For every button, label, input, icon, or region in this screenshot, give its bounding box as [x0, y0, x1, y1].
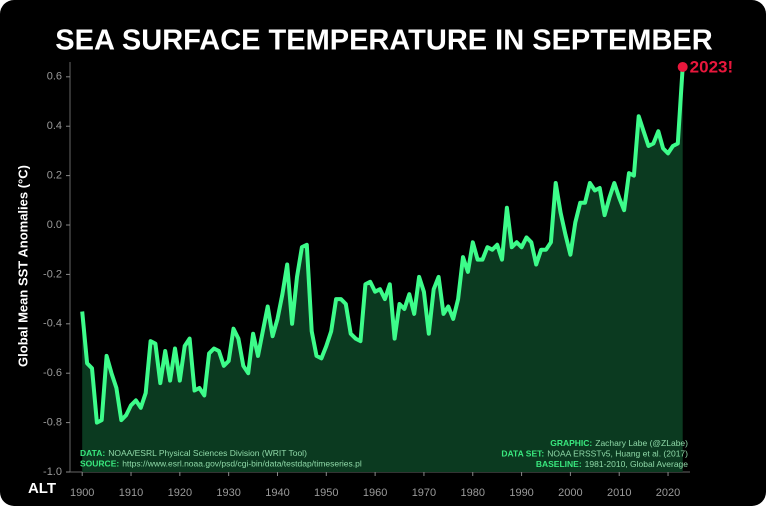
x-tick-label: 2020: [656, 487, 680, 499]
x-tick-label: 1960: [363, 487, 387, 499]
y-tick-label: -0.4: [43, 318, 62, 330]
x-tick-label: 1940: [265, 487, 289, 499]
y-tick-label: 0.4: [47, 120, 62, 132]
y-axis-label: Global Mean SST Anomalies (°C): [15, 165, 30, 367]
note: DATA: NOAA/ESRL Physical Sciences Divisio…: [80, 448, 307, 458]
note-text: 1981-2010, Global Average: [585, 459, 689, 469]
note-key: DATA SET:: [501, 449, 544, 459]
y-tick-label: -0.2: [43, 268, 62, 280]
note-text: NOAA/ESRL Physical Sciences Division (WR…: [108, 448, 307, 458]
note-key: DATA:: [80, 448, 105, 458]
note-key: GRAPHIC:: [550, 438, 592, 448]
note: BASELINE: 1981-2010, Global Average: [536, 459, 688, 469]
line: [80, 66, 685, 425]
x-tick-label: 2010: [607, 487, 631, 499]
note-key: SOURCE:: [80, 459, 119, 469]
y-tick-label: -0.8: [43, 417, 62, 429]
y-tick-label: -1.0: [43, 466, 62, 478]
x-tick-label: 2000: [558, 487, 582, 499]
highlight-point: [677, 61, 688, 72]
note-text: NOAA ERSSTv5, Huang et al. (2017): [547, 449, 688, 459]
badge: ALT: [28, 480, 56, 497]
x-tick-label: 1950: [314, 487, 338, 499]
chart-title: SEA SURFACE TEMPERATURE IN SEPTEMBER: [55, 25, 712, 57]
x-tick-label: 1930: [216, 487, 240, 499]
x-tick-label: 1900: [70, 487, 94, 499]
note: DATA SET: NOAA ERSSTv5, Huang et al. (201…: [501, 449, 688, 459]
annotation: 2023!: [690, 57, 733, 76]
area: [82, 66, 683, 473]
x-tick-label: 1980: [461, 487, 485, 499]
y-tick-label: 0.6: [47, 71, 62, 83]
x-tick-label: 1910: [119, 487, 143, 499]
note-key: BASELINE:: [536, 459, 582, 469]
x-tick-label: 1990: [509, 487, 533, 499]
note-text: https://www.esrl.noaa.gov/psd/cgi-bin/da…: [122, 459, 362, 469]
x-tick-label: 1970: [412, 487, 436, 499]
note: GRAPHIC: Zachary Labe (@ZLabe): [550, 438, 688, 448]
y-tick-label: -0.6: [43, 367, 62, 379]
note: SOURCE: https://www.esrl.noaa.gov/psd/cgi…: [80, 459, 362, 469]
y-tick-label: 0.0: [47, 219, 62, 231]
x-tick-label: 1920: [168, 487, 192, 499]
note-text: Zachary Labe (@ZLabe): [595, 438, 688, 448]
y-tick-label: 0.2: [47, 170, 62, 182]
